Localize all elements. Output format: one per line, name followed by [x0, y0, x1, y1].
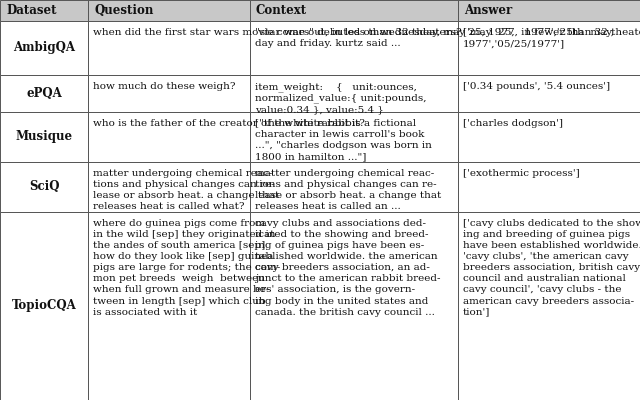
Bar: [0, 212, 88, 400]
Text: where do guinea pigs come from
in the wild [sep] they originated in
the andes of: where do guinea pigs come from in the wi…: [93, 219, 280, 317]
Bar: [0, 0, 88, 21]
Text: ["the white rabbit is a fictional
character in lewis carroll's book
...", "charl: ["the white rabbit is a fictional charac…: [255, 119, 432, 161]
Text: how much do these weigh?: how much do these weigh?: [93, 82, 236, 91]
Text: who is the father of the creator of the white rabbit?: who is the father of the creator of the …: [93, 119, 365, 128]
Text: ['0.34 pounds', '5.4 ounces']: ['0.34 pounds', '5.4 ounces']: [463, 82, 610, 91]
Text: ['charles dodgson']: ['charles dodgson']: [463, 119, 563, 128]
Bar: [88, 75, 250, 112]
Bar: [250, 21, 458, 75]
Text: "star wars" debuted on wednesday, may 25, 1977, in fewer than 32 theaters, and e: "star wars" debuted on wednesday, may 25…: [255, 28, 640, 48]
Bar: [458, 21, 640, 75]
Bar: [250, 0, 458, 21]
Text: ['may  25,   1977','25th  may,
1977','05/25/1977']: ['may 25, 1977','25th may, 1977','05/25/…: [463, 28, 614, 48]
Text: matter undergoing chemical reac-
tions and physical changes can re-
lease or abs: matter undergoing chemical reac- tions a…: [255, 169, 441, 211]
Text: Answer: Answer: [464, 4, 512, 17]
Bar: [250, 162, 458, 212]
Bar: [458, 162, 640, 212]
Text: ['cavy clubs dedicated to the show-
ing and breeding of guinea pigs
have been es: ['cavy clubs dedicated to the show- ing …: [463, 219, 640, 317]
Text: TopioCQA: TopioCQA: [12, 300, 76, 312]
Bar: [250, 112, 458, 162]
Bar: [88, 162, 250, 212]
Bar: [0, 75, 88, 112]
Bar: [88, 212, 250, 400]
Text: Context: Context: [256, 4, 307, 17]
Text: cavy clubs and associations ded-
icated to the showing and breed-
ing of guinea : cavy clubs and associations ded- icated …: [255, 219, 440, 317]
Bar: [0, 162, 88, 212]
Bar: [250, 75, 458, 112]
Bar: [250, 212, 458, 400]
Text: AmbigQA: AmbigQA: [13, 41, 75, 54]
Text: Dataset: Dataset: [6, 4, 56, 17]
Text: ['exothermic process']: ['exothermic process']: [463, 169, 580, 178]
Bar: [458, 75, 640, 112]
Bar: [458, 112, 640, 162]
Text: matter undergoing chemical reac-
tions and physical changes can re-
lease or abs: matter undergoing chemical reac- tions a…: [93, 169, 279, 211]
Bar: [88, 0, 250, 21]
Bar: [458, 212, 640, 400]
Bar: [88, 112, 250, 162]
Text: item_weight:    {   unit:ounces,
normalized_value:{ unit:pounds,
value:0.34 }, v: item_weight: { unit:ounces, normalized_v…: [255, 82, 426, 114]
Text: ePQA: ePQA: [26, 87, 62, 100]
Bar: [0, 21, 88, 75]
Bar: [458, 0, 640, 21]
Text: SciQ: SciQ: [29, 180, 60, 193]
Bar: [88, 21, 250, 75]
Text: when did the first star wars movie come out, in less than 32 theaters?: when did the first star wars movie come …: [93, 28, 461, 37]
Bar: [0, 112, 88, 162]
Text: Musique: Musique: [15, 130, 72, 143]
Text: Question: Question: [94, 4, 154, 17]
